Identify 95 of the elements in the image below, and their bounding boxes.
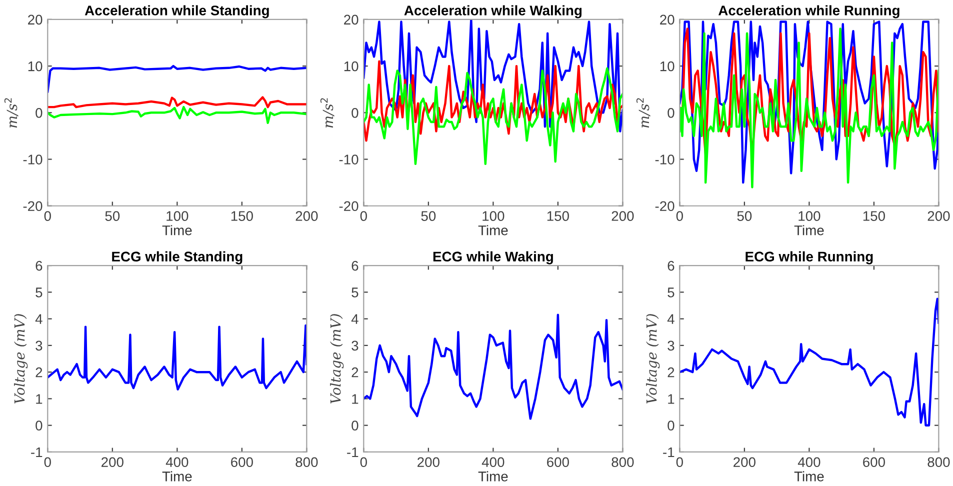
x-tick-label: 0 xyxy=(44,457,51,468)
y-tick-label: 10 xyxy=(660,61,674,72)
chart-title: Acceleration while Running xyxy=(718,5,900,18)
y-tick-label: 5 xyxy=(36,288,42,298)
y-tick-label: 1 xyxy=(352,394,358,404)
y-tick-label: -10 xyxy=(655,154,674,164)
x-tick-label: 600 xyxy=(231,457,253,468)
y-tick-label: 20 xyxy=(28,14,42,25)
line-series xyxy=(364,60,623,142)
line-series xyxy=(48,324,307,390)
y-tick-label: -1 xyxy=(347,447,358,458)
y-tick-label: -1 xyxy=(663,447,674,458)
x-axis-title: Time xyxy=(478,225,508,236)
y-tick-label: 6 xyxy=(668,260,674,271)
y-tick-label: 4 xyxy=(351,314,358,324)
x-tick-label: 150 xyxy=(231,211,253,221)
y-tick-label: -20 xyxy=(23,201,42,212)
y-tick-label: -20 xyxy=(655,201,674,212)
chart-title: Acceleration while Standing xyxy=(84,5,269,18)
line-series xyxy=(364,314,623,420)
chart-title: Acceleration while Walking xyxy=(404,5,582,18)
y-tick-label: 6 xyxy=(36,260,42,271)
x-tick-label: 400 xyxy=(482,457,504,468)
y-tick-label: 3 xyxy=(36,340,42,351)
x-tick-label: 400 xyxy=(798,457,820,468)
x-axis-title: Time xyxy=(162,471,192,482)
y-tick-label: 5 xyxy=(352,288,358,298)
y-tick-label: -10 xyxy=(23,154,42,164)
y-axis-title: m/s$^{2}$ xyxy=(320,98,334,128)
y-tick-label: 1 xyxy=(668,394,674,404)
y-tick-label: 4 xyxy=(667,314,674,324)
x-tick-label: 600 xyxy=(547,457,569,468)
x-axis-title: Time xyxy=(162,225,192,236)
x-tick-label: 0 xyxy=(360,457,367,468)
line-series xyxy=(364,67,623,166)
x-tick-label: 400 xyxy=(166,457,188,468)
chart-title: ECG while Running xyxy=(746,251,873,264)
x-tick-label: 100 xyxy=(482,211,504,221)
x-tick-label: 200 xyxy=(102,457,124,468)
x-tick-label: 50 xyxy=(421,211,436,221)
y-axis-title: m/s$^{2}$ xyxy=(636,98,650,128)
y-tick-label: 0 xyxy=(352,420,358,431)
y-tick-label: 2 xyxy=(668,367,674,378)
x-tick-label: 800 xyxy=(296,457,318,468)
y-tick-label: 2 xyxy=(36,367,42,378)
y-axis-title: Voltage (mV) xyxy=(14,314,28,404)
x-tick-label: 50 xyxy=(105,211,120,221)
x-tick-label: 200 xyxy=(928,211,950,221)
x-tick-label: 800 xyxy=(928,457,950,468)
x-tick-label: 200 xyxy=(612,211,634,221)
y-tick-label: 0 xyxy=(668,420,674,431)
y-tick-label: 3 xyxy=(352,340,358,351)
y-tick-label: 10 xyxy=(344,61,358,72)
y-tick-label: 1 xyxy=(36,394,42,404)
y-tick-label: 2 xyxy=(352,367,358,378)
y-tick-label: -10 xyxy=(339,154,358,164)
y-axis-title: Voltage (mV) xyxy=(646,314,660,404)
chart-title: ECG while Waking xyxy=(433,251,553,264)
x-tick-label: 600 xyxy=(863,457,885,468)
y-tick-label: 3 xyxy=(668,340,674,351)
x-tick-label: 150 xyxy=(547,211,569,221)
x-axis-title: Time xyxy=(794,471,824,482)
x-tick-label: 0 xyxy=(360,211,367,221)
line-series xyxy=(680,298,939,426)
y-tick-label: 20 xyxy=(344,14,358,25)
y-axis-title: Voltage (mV) xyxy=(330,314,344,404)
x-tick-label: 200 xyxy=(734,457,756,468)
y-tick-label: 0 xyxy=(668,108,674,118)
x-tick-label: 0 xyxy=(676,211,683,221)
x-tick-label: 100 xyxy=(166,211,188,221)
line-series xyxy=(48,64,307,93)
y-tick-label: -20 xyxy=(339,201,358,212)
x-tick-label: 50 xyxy=(737,211,752,221)
line-series xyxy=(48,96,307,108)
y-tick-label: 0 xyxy=(352,108,358,118)
x-axis-title: Time xyxy=(794,225,824,236)
y-tick-label: -1 xyxy=(31,447,42,458)
y-tick-label: 4 xyxy=(35,314,42,324)
x-tick-label: 100 xyxy=(798,211,820,221)
y-tick-label: 6 xyxy=(352,260,358,271)
y-tick-label: 0 xyxy=(36,108,42,118)
x-tick-label: 0 xyxy=(44,211,51,221)
y-tick-label: 20 xyxy=(660,14,674,25)
line-series xyxy=(48,106,307,124)
y-tick-label: 10 xyxy=(28,61,42,72)
y-tick-label: 0 xyxy=(36,420,42,431)
y-axis-title: m/s$^{2}$ xyxy=(4,98,18,128)
x-tick-label: 200 xyxy=(296,211,318,221)
x-tick-label: 0 xyxy=(676,457,683,468)
y-tick-label: 5 xyxy=(668,288,674,298)
x-tick-label: 200 xyxy=(418,457,440,468)
x-tick-label: 800 xyxy=(612,457,634,468)
chart-title: ECG while Standing xyxy=(112,251,242,264)
x-tick-label: 150 xyxy=(863,211,885,221)
x-axis-title: Time xyxy=(478,471,508,482)
